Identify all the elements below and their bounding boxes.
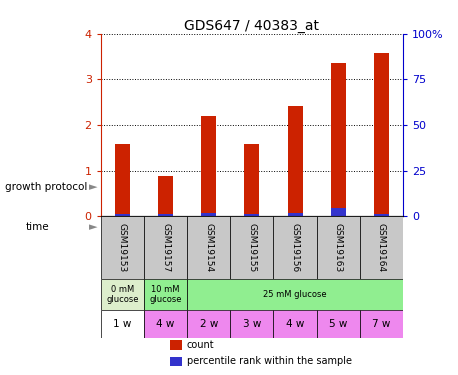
Bar [273, 310, 316, 338]
Text: 5 w: 5 w [329, 319, 348, 329]
Bar [158, 176, 173, 216]
Text: time: time [25, 222, 49, 232]
Bar [201, 116, 216, 216]
Bar [170, 340, 182, 350]
Bar [230, 310, 273, 338]
Bar [187, 216, 230, 279]
Text: ►: ► [89, 183, 98, 192]
Bar [331, 208, 346, 216]
Bar [101, 216, 144, 279]
Text: 2 w: 2 w [200, 319, 218, 329]
Bar [360, 216, 403, 279]
Bar [230, 216, 273, 279]
Text: GSM19156: GSM19156 [290, 223, 300, 272]
Bar [101, 310, 144, 338]
Bar [101, 279, 144, 310]
Text: percentile rank within the sample: percentile rank within the sample [187, 356, 352, 366]
Bar [245, 214, 259, 216]
Text: GSM19154: GSM19154 [204, 223, 213, 272]
Text: 25 mM glucose: 25 mM glucose [263, 290, 327, 299]
Text: GSM19163: GSM19163 [334, 223, 343, 272]
Bar [144, 216, 187, 279]
Text: GSM19164: GSM19164 [377, 223, 386, 272]
Bar [288, 106, 303, 216]
Text: 1 w: 1 w [113, 319, 131, 329]
Text: 7 w: 7 w [372, 319, 391, 329]
Bar [144, 310, 187, 338]
Text: 4 w: 4 w [286, 319, 304, 329]
Text: GSM19155: GSM19155 [247, 223, 256, 272]
Bar [316, 216, 360, 279]
Bar [115, 144, 130, 216]
Bar [331, 63, 346, 216]
Bar [115, 214, 130, 216]
Bar [170, 357, 182, 366]
Bar [288, 213, 303, 216]
Text: count: count [187, 340, 214, 350]
Bar [374, 53, 389, 216]
Title: GDS647 / 40383_at: GDS647 / 40383_at [185, 19, 319, 33]
Bar [273, 216, 316, 279]
Text: GSM19153: GSM19153 [118, 223, 127, 272]
Bar [316, 310, 360, 338]
Text: growth protocol: growth protocol [5, 183, 87, 192]
Bar [187, 279, 403, 310]
Text: 0 mM
glucose: 0 mM glucose [106, 285, 139, 304]
Text: GSM19157: GSM19157 [161, 223, 170, 272]
Bar [187, 310, 230, 338]
Text: 4 w: 4 w [156, 319, 174, 329]
Bar [144, 279, 187, 310]
Text: ►: ► [89, 222, 98, 232]
Bar [201, 213, 216, 216]
Bar [245, 144, 259, 216]
Text: 3 w: 3 w [243, 319, 261, 329]
Text: 10 mM
glucose: 10 mM glucose [149, 285, 182, 304]
Bar [374, 214, 389, 216]
Bar [158, 214, 173, 216]
Bar [360, 310, 403, 338]
